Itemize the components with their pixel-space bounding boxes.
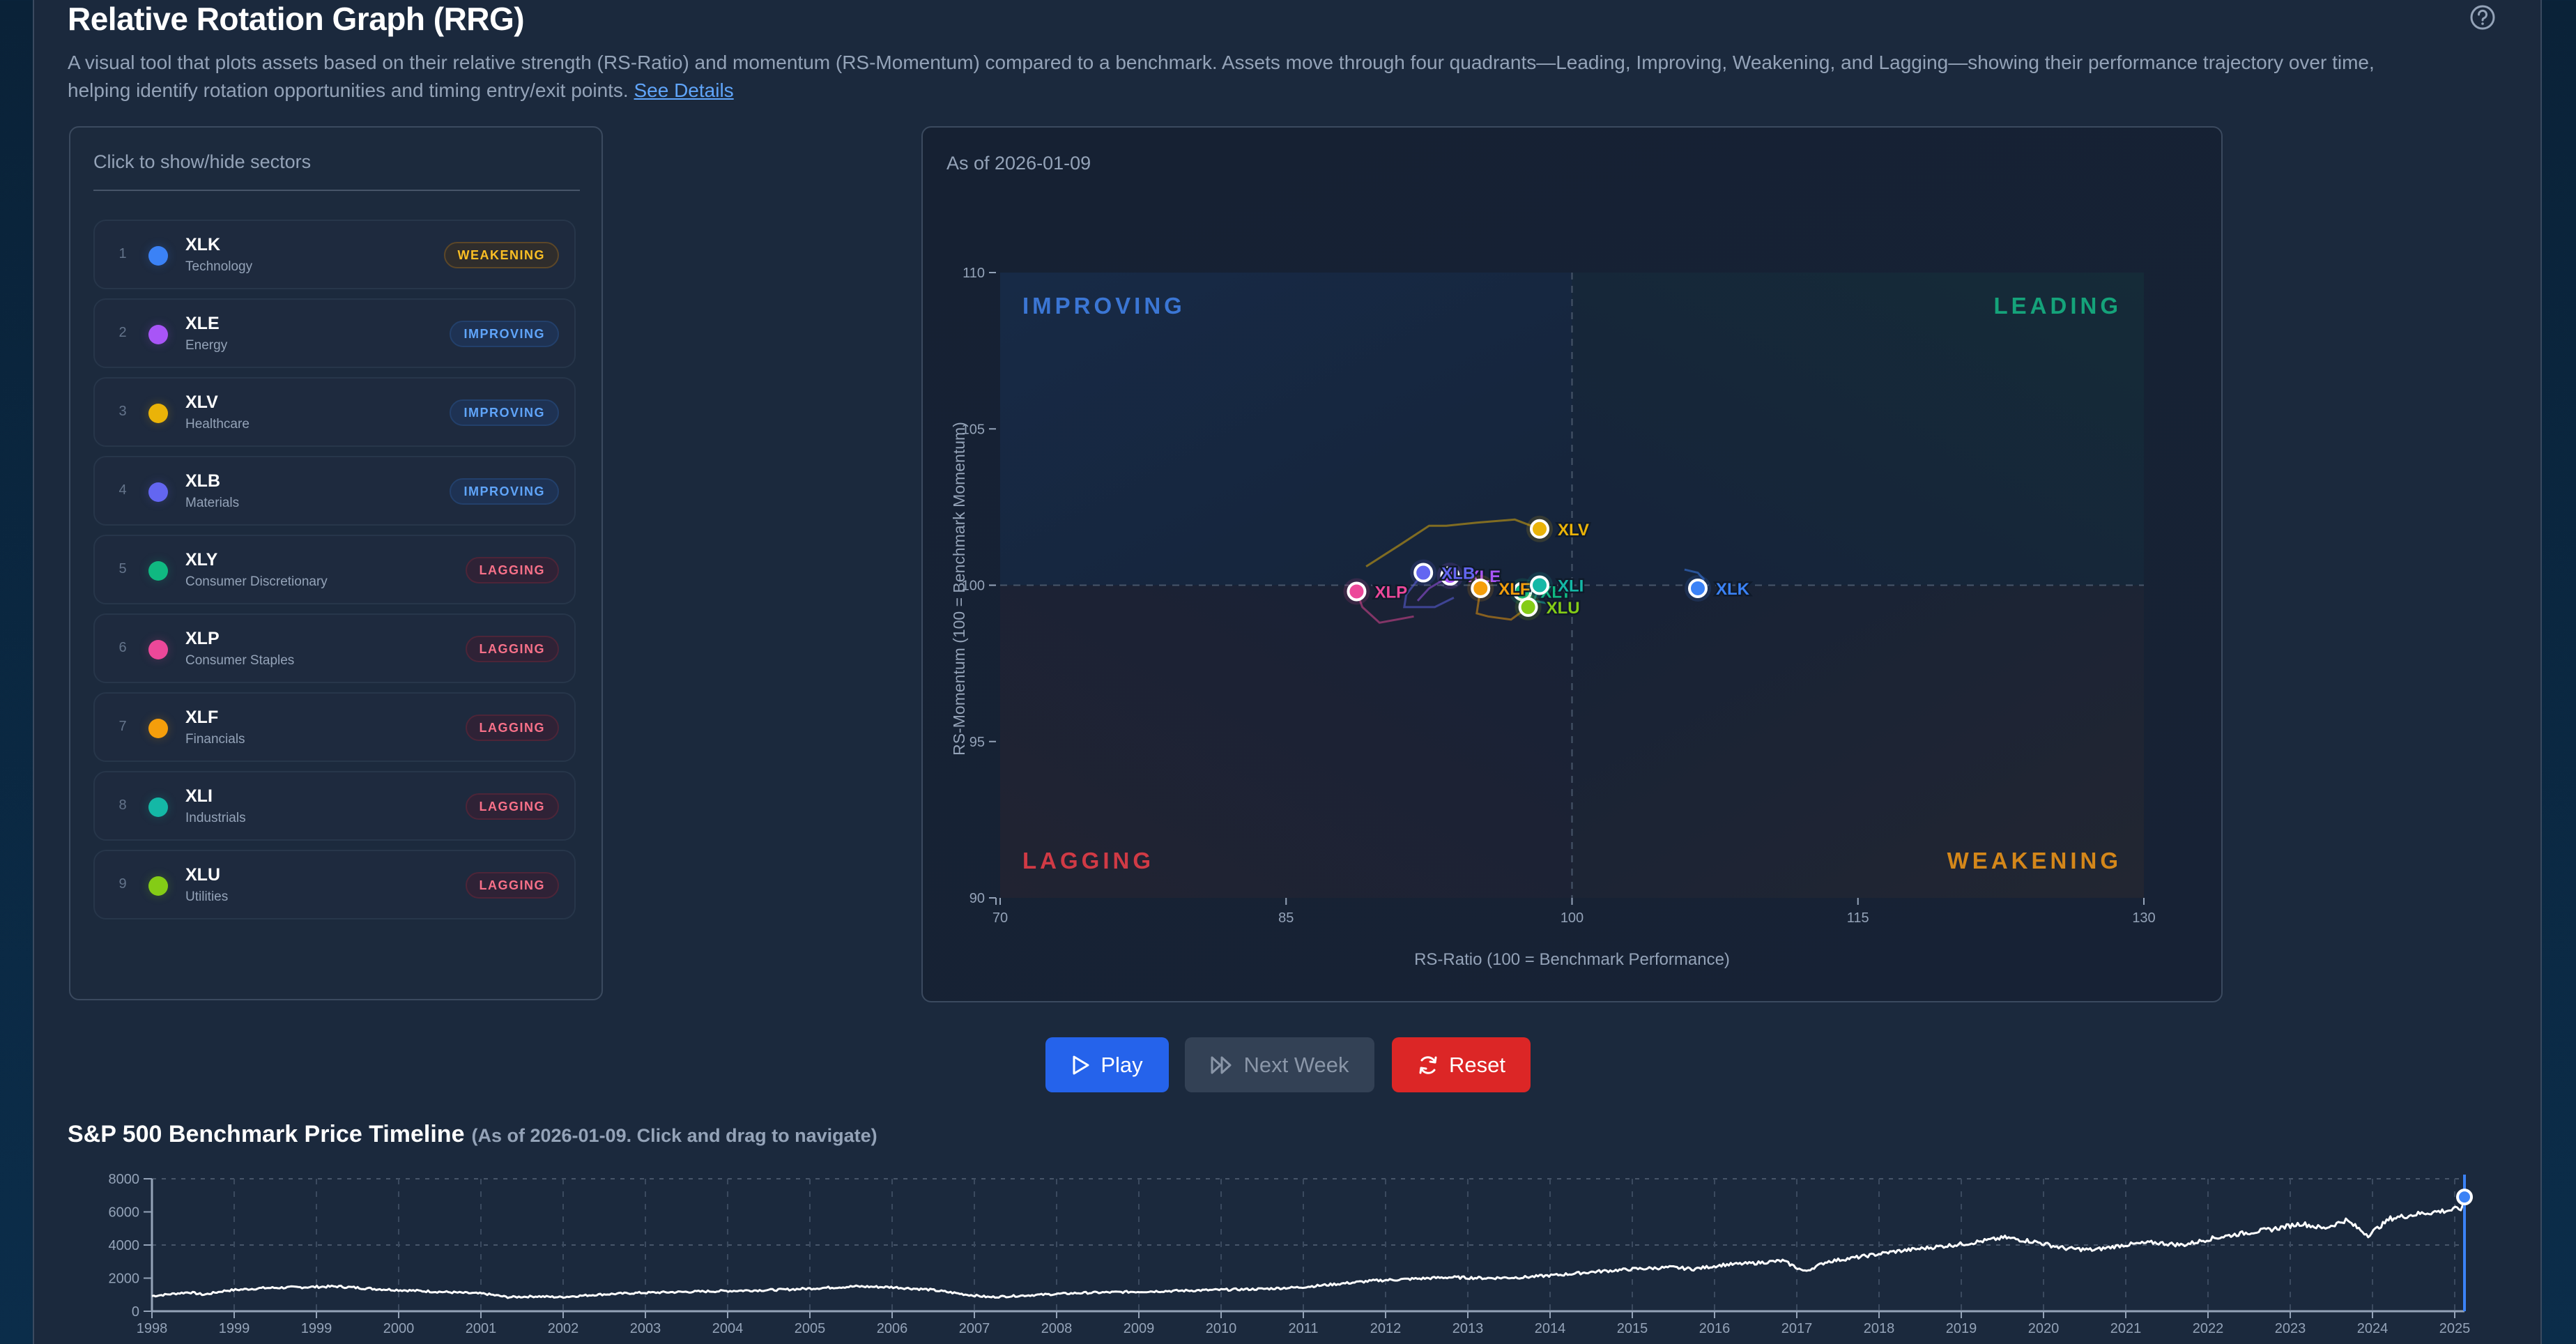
sector-rank: 5 xyxy=(118,561,127,576)
sector-ticker: XLB xyxy=(185,471,220,491)
sector-name: Technology xyxy=(185,259,253,274)
page-title: Relative Rotation Graph (RRG) xyxy=(68,1,525,37)
description-text: A visual tool that plots assets based on… xyxy=(68,52,2375,101)
play-label: Play xyxy=(1101,1052,1143,1077)
status-badge: LAGGING xyxy=(465,872,559,899)
sector-panel: Click to show/hide sectors 1 XLK Technolog… xyxy=(69,126,603,1000)
reset-label: Reset xyxy=(1449,1052,1505,1077)
sector-ticker: XLV xyxy=(185,392,218,412)
sector-item-xlf[interactable]: 7 XLF Financials LAGGING xyxy=(93,692,576,762)
sector-color-dot-icon xyxy=(148,482,168,502)
sector-color-dot-icon xyxy=(148,561,168,581)
next-week-label: Next Week xyxy=(1243,1052,1349,1077)
sector-rank: 4 xyxy=(118,482,127,498)
sector-color-dot-icon xyxy=(148,404,168,423)
sector-ticker: XLK xyxy=(185,235,220,254)
sector-color-dot-icon xyxy=(148,797,168,817)
sector-name: Energy xyxy=(185,338,228,353)
sector-item-xlu[interactable]: 9 XLU Utilities LAGGING xyxy=(93,850,576,919)
sector-ticker: XLE xyxy=(185,314,220,333)
sector-name: Industrials xyxy=(185,811,246,825)
status-badge: IMPROVING xyxy=(450,399,559,426)
sector-ticker: XLI xyxy=(185,786,213,806)
timeline-subtitle: (As of 2026-01-09. Click and drag to nav… xyxy=(471,1125,877,1146)
sector-rank: 9 xyxy=(118,876,127,892)
status-badge: LAGGING xyxy=(465,636,559,662)
sector-ticker: XLU xyxy=(185,865,220,885)
sector-item-xlb[interactable]: 4 XLB Materials IMPROVING xyxy=(93,456,576,526)
status-badge: WEAKENING xyxy=(443,242,559,268)
sector-name: Consumer Staples xyxy=(185,653,295,668)
refresh-icon xyxy=(1419,1055,1437,1074)
sector-panel-header: Click to show/hide sectors xyxy=(93,151,580,191)
sector-rank: 6 xyxy=(118,640,127,655)
sector-name: Financials xyxy=(185,732,245,747)
rrg-chart-panel: As of 2026-01-09 xyxy=(921,126,2223,1002)
play-icon xyxy=(1073,1055,1089,1074)
status-badge: IMPROVING xyxy=(450,478,559,505)
sector-name: Healthcare xyxy=(185,417,250,432)
fast-forward-icon xyxy=(1211,1056,1232,1074)
sector-item-xly[interactable]: 5 XLY Consumer Discretionary LAGGING xyxy=(93,535,576,604)
sector-item-xle[interactable]: 2 XLE Energy IMPROVING xyxy=(93,298,576,368)
page-description: A visual tool that plots assets based on… xyxy=(68,49,2437,105)
sector-item-xlp[interactable]: 6 XLP Consumer Staples LAGGING xyxy=(93,613,576,683)
sector-item-xlv[interactable]: 3 XLV Healthcare IMPROVING xyxy=(93,377,576,447)
sector-name: Materials xyxy=(185,496,240,510)
status-badge: IMPROVING xyxy=(450,321,559,347)
sector-list: 1 XLK Technology WEAKENING 2 XLE Energy IMPROVI… xyxy=(93,220,576,929)
sector-rank: 1 xyxy=(118,246,127,261)
sector-item-xlk[interactable]: 1 XLK Technology WEAKENING xyxy=(93,220,576,289)
sector-rank: 2 xyxy=(118,325,127,340)
status-badge: LAGGING xyxy=(465,715,559,741)
sector-color-dot-icon xyxy=(148,719,168,738)
help-question-icon[interactable] xyxy=(2469,4,2496,31)
sector-item-xli[interactable]: 8 XLI Industrials LAGGING xyxy=(93,771,576,841)
see-details-link[interactable]: See Details xyxy=(634,79,734,101)
reset-button[interactable]: Reset xyxy=(1392,1037,1531,1092)
as-of-date: As of 2026-01-09 xyxy=(946,153,1091,174)
sector-ticker: XLP xyxy=(185,629,220,648)
sector-name: Consumer Discretionary xyxy=(185,574,328,589)
timeline-title-text: S&P 500 Benchmark Price Timeline xyxy=(68,1121,465,1147)
sector-rank: 8 xyxy=(118,797,127,813)
status-badge: LAGGING xyxy=(465,793,559,820)
sector-color-dot-icon xyxy=(148,325,168,344)
sector-rank: 7 xyxy=(118,719,127,734)
sector-ticker: XLY xyxy=(185,550,218,570)
sector-color-dot-icon xyxy=(148,876,168,896)
timeline-title: S&P 500 Benchmark Price Timeline (As of 2… xyxy=(68,1121,877,1148)
next-week-button[interactable]: Next Week xyxy=(1185,1037,1374,1092)
sector-ticker: XLF xyxy=(185,708,219,727)
status-badge: LAGGING xyxy=(465,557,559,583)
sector-rank: 3 xyxy=(118,404,127,419)
sector-name: Utilities xyxy=(185,889,229,904)
sector-color-dot-icon xyxy=(148,640,168,659)
play-button[interactable]: Play xyxy=(1045,1037,1169,1092)
sector-color-dot-icon xyxy=(148,246,168,266)
